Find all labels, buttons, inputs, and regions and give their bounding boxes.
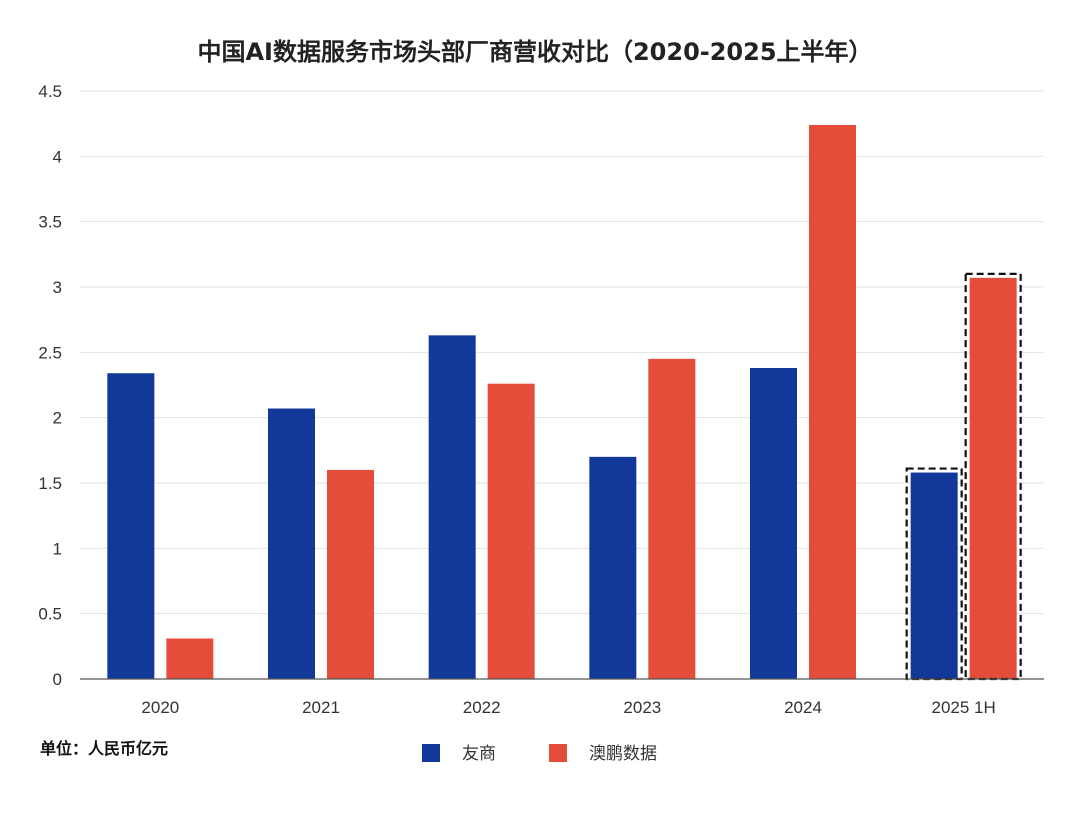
bar	[589, 456, 637, 679]
legend-swatch	[422, 744, 440, 762]
bar	[910, 472, 958, 679]
bar	[107, 373, 155, 679]
legend-swatch	[549, 744, 567, 762]
bar	[750, 368, 797, 679]
y-tick-label: 0.5	[38, 605, 62, 624]
y-tick-label: 1.5	[38, 474, 62, 493]
x-tick-label: 2020	[141, 698, 179, 717]
y-tick-label: 4	[53, 147, 62, 166]
bar	[327, 469, 374, 679]
bar	[428, 335, 476, 679]
y-tick-label: 4.5	[38, 82, 62, 101]
y-tick-label: 1	[53, 539, 62, 558]
y-tick-label: 2.5	[38, 343, 62, 362]
grid-lines	[80, 90, 1044, 615]
x-tick-label: 2023	[623, 698, 661, 717]
x-tick-label: 2022	[463, 698, 501, 717]
x-tick-label: 2021	[302, 698, 340, 717]
y-tick-label: 3.5	[38, 213, 62, 232]
bars	[107, 124, 1022, 681]
x-tick-label: 2025 1H	[932, 698, 996, 717]
bar	[268, 408, 315, 679]
chart-title: 中国AI数据服务市场头部厂商营收对比（2020-2025上半年）	[197, 38, 872, 66]
legend-label: 澳鹏数据	[589, 744, 657, 764]
bar	[809, 124, 856, 680]
unit-label: 单位：人民币亿元	[40, 739, 168, 758]
y-tick-label: 2	[53, 409, 62, 428]
x-tick-label: 2024	[784, 698, 822, 717]
bar	[969, 277, 1017, 679]
bar	[166, 638, 214, 679]
legend: 友商 澳鹏数据	[422, 744, 657, 764]
y-axis-ticks: 0 0.5 1 1.5 2 2.5 3 3.5 4 4.5	[38, 82, 62, 689]
bar	[487, 383, 535, 679]
bar	[648, 358, 696, 679]
legend-label: 友商	[462, 744, 496, 764]
y-tick-label: 0	[53, 670, 62, 689]
x-axis-ticks: 2020 2021 2022 2023 2024 2025 1H	[141, 698, 995, 717]
y-tick-label: 3	[53, 278, 62, 297]
